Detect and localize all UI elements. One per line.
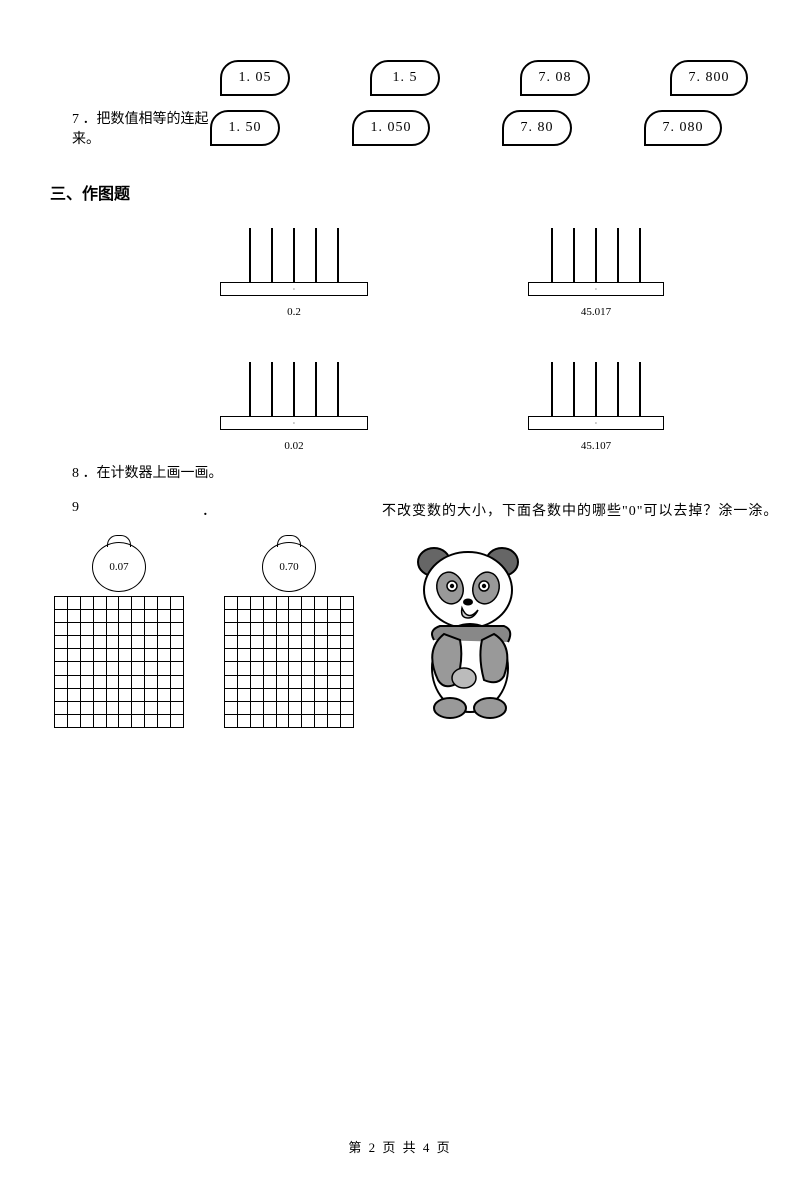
leaf-value: 7. 80: [502, 110, 572, 146]
section-3-title: 三、作图题: [0, 180, 800, 204]
question-7-label: 7 ．把数值相等的连起来。: [0, 108, 210, 148]
question-9-row: 9 ． 不改变数的大小，下面各数中的哪些"0"可以去掉？涂一涂。: [0, 500, 800, 520]
leaf-value: 1. 5: [370, 60, 440, 96]
question-9-number: 9: [72, 500, 202, 520]
question-9-area: 0.07 0.70: [0, 536, 800, 728]
question-9-dot: ．: [202, 500, 382, 520]
leaf-value: 7. 08: [520, 60, 590, 96]
abacus-item: · 0.02: [220, 362, 368, 452]
leaf-value: 7. 800: [670, 60, 748, 96]
leaf-value: 1. 50: [210, 110, 280, 146]
leaf-value: 1. 05: [220, 60, 290, 96]
bubble-grid-2: 0.70: [224, 536, 354, 728]
abacus-label: 0.02: [284, 440, 303, 452]
leaf-row-top: 1. 05 1. 5 7. 08 7. 800: [0, 60, 800, 96]
abacus-row-1: · 0.2 · 45.017: [0, 228, 800, 318]
abacus-item: · 45.107: [528, 362, 664, 452]
bubble-value: 0.07: [92, 542, 146, 592]
page-footer: 第 2 页 共 4 页: [0, 1137, 800, 1156]
leaf-value: 7. 080: [644, 110, 722, 146]
bubble-icon: 0.07: [89, 536, 149, 590]
bubble-grid-1: 0.07: [54, 536, 184, 728]
abacus-label: 45.107: [581, 440, 611, 452]
question-8-label: 8 ．在计数器上画一画。: [0, 462, 800, 482]
abacus-label: 0.2: [287, 306, 301, 318]
hundred-grid: [224, 596, 354, 728]
bubble-value: 0.70: [262, 542, 316, 592]
abacus-row-2: · 0.02 · 45.107: [0, 362, 800, 452]
abacus-item: · 45.017: [528, 228, 664, 318]
panda-icon: [404, 540, 544, 720]
question-7-row: 7 ．把数值相等的连起来。 1. 50 1. 050 7. 80 7. 080: [0, 108, 800, 148]
leaf-value: 1. 050: [352, 110, 430, 146]
bubble-icon: 0.70: [259, 536, 319, 590]
abacus-item: · 0.2: [220, 228, 368, 318]
question-9-text: 不改变数的大小，下面各数中的哪些"0"可以去掉？涂一涂。: [382, 500, 778, 520]
abacus-label: 45.017: [581, 306, 611, 318]
hundred-grid: [54, 596, 184, 728]
